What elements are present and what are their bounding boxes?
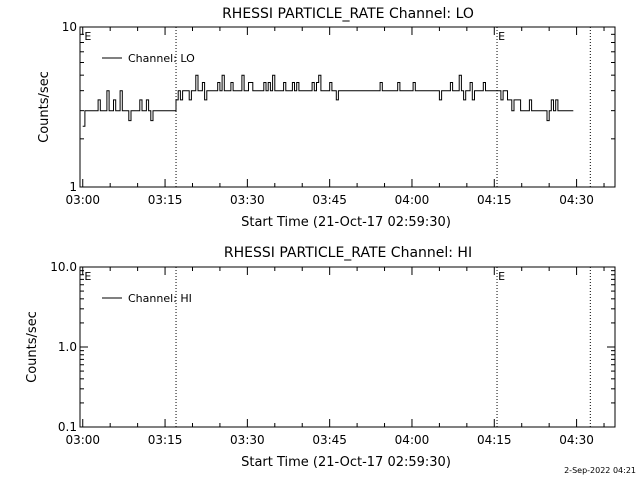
x-axis-ticks-lo: 03:00 03:15 03:30 03:45 04:00 04:15 04:30	[65, 27, 605, 207]
x-tick-label: 04:15	[477, 433, 512, 447]
legend-label-lo: Channel: LO	[128, 52, 195, 65]
y-axis-label-hi: Counts/sec	[25, 311, 40, 383]
event-lines-hi	[175, 267, 591, 427]
legend-lo: Channel: LO	[102, 52, 195, 65]
y-tick-label: 10	[62, 20, 77, 34]
event-marker-label: E	[84, 30, 91, 43]
x-axis-label-hi: Start Time (21-Oct-17 02:59:30)	[241, 455, 451, 470]
x-tick-label: 03:15	[148, 433, 183, 447]
plot-frame-hi	[79, 266, 616, 428]
legend-label-hi: Channel: HI	[128, 292, 192, 305]
x-tick-label: 04:30	[559, 433, 594, 447]
x-tick-label: 04:00	[395, 433, 430, 447]
x-tick-label: 03:15	[148, 193, 183, 207]
x-tick-label: 03:00	[65, 193, 100, 207]
event-marker-label: E	[498, 30, 505, 43]
y-axis-ticks-lo: 1 10	[62, 20, 615, 194]
plot-frame-lo	[79, 26, 616, 188]
y-tick-label: 1	[69, 180, 77, 194]
x-tick-label: 03:00	[65, 433, 100, 447]
legend-hi: Channel: HI	[102, 292, 192, 305]
y-axis-ticks-hi: 0.1 1.0 10.0	[50, 260, 615, 434]
x-tick-label: 03:30	[230, 193, 265, 207]
y-tick-label: 0.1	[58, 420, 77, 434]
event-marker-label: E	[498, 270, 505, 283]
x-axis-label-lo: Start Time (21-Oct-17 02:59:30)	[241, 215, 451, 230]
y-axis-label-lo: Counts/sec	[37, 71, 52, 143]
event-marker-label: E	[84, 270, 91, 283]
chart-title-hi: RHESSI PARTICLE_RATE Channel: HI	[224, 245, 472, 261]
footer-timestamp: 2-Sep-2022 04:21	[564, 466, 636, 475]
x-tick-label: 03:30	[230, 433, 265, 447]
x-tick-label: 04:15	[477, 193, 512, 207]
x-axis-ticks-hi: 03:00 03:15 03:30 03:45 04:00 04:15 04:30	[65, 267, 605, 447]
series-line-channel-lo	[82, 74, 574, 127]
chart-title-lo: RHESSI PARTICLE_RATE Channel: LO	[222, 6, 474, 22]
x-tick-label: 03:45	[312, 193, 347, 207]
y-tick-label: 10.0	[50, 260, 77, 274]
x-tick-label: 04:00	[395, 193, 430, 207]
x-tick-label: 04:30	[559, 193, 594, 207]
x-tick-label: 03:45	[312, 433, 347, 447]
event-lines-lo	[175, 27, 591, 187]
y-tick-label: 1.0	[58, 340, 77, 354]
